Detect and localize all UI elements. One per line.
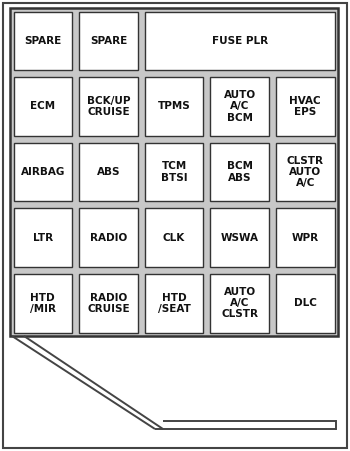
Bar	[79, 274, 138, 332]
Bar	[276, 274, 335, 332]
Text: CLK: CLK	[163, 233, 185, 243]
Bar	[79, 143, 138, 201]
Bar	[210, 208, 269, 267]
Bar	[145, 143, 203, 201]
Text: ECM: ECM	[30, 101, 55, 111]
Text: SPARE: SPARE	[90, 36, 127, 46]
Text: TCM
BTSI: TCM BTSI	[161, 161, 187, 183]
Bar	[79, 208, 138, 267]
Text: WPR: WPR	[292, 233, 319, 243]
Text: WSWA: WSWA	[220, 233, 259, 243]
Text: CLSTR
AUTO
A/C: CLSTR AUTO A/C	[287, 156, 324, 188]
Bar	[276, 208, 335, 267]
Bar	[14, 77, 72, 136]
Text: FUSE PLR: FUSE PLR	[211, 36, 268, 46]
Bar	[14, 274, 72, 332]
Bar	[210, 143, 269, 201]
Text: RADIO: RADIO	[90, 233, 127, 243]
Bar	[210, 77, 269, 136]
Bar	[79, 11, 138, 70]
Text: AUTO
A/C
BCM: AUTO A/C BCM	[224, 90, 256, 123]
Bar	[14, 11, 72, 70]
Bar	[145, 208, 203, 267]
Bar	[276, 143, 335, 201]
Text: ABS: ABS	[97, 167, 120, 177]
Bar	[276, 77, 335, 136]
Bar	[210, 274, 269, 332]
Text: AUTO
A/C
CLSTR: AUTO A/C CLSTR	[221, 287, 258, 319]
Text: LTR: LTR	[33, 233, 53, 243]
Text: HTD
/MIR: HTD /MIR	[30, 293, 56, 314]
Text: HTD
/SEAT: HTD /SEAT	[158, 293, 190, 314]
Text: AIRBAG: AIRBAG	[21, 167, 65, 177]
Bar	[145, 11, 335, 70]
Bar	[145, 274, 203, 332]
Bar	[14, 143, 72, 201]
Text: HVAC
EPS: HVAC EPS	[289, 96, 321, 117]
Text: SPARE: SPARE	[24, 36, 62, 46]
Bar	[79, 77, 138, 136]
Text: DLC: DLC	[294, 298, 317, 308]
Bar	[10, 8, 338, 336]
Bar	[145, 77, 203, 136]
Bar	[14, 208, 72, 267]
Text: RADIO
CRUISE: RADIO CRUISE	[87, 293, 130, 314]
Text: TPMS: TPMS	[158, 101, 190, 111]
Text: BCK/UP
CRUISE: BCK/UP CRUISE	[87, 96, 130, 117]
Text: BCM
ABS: BCM ABS	[226, 161, 253, 183]
